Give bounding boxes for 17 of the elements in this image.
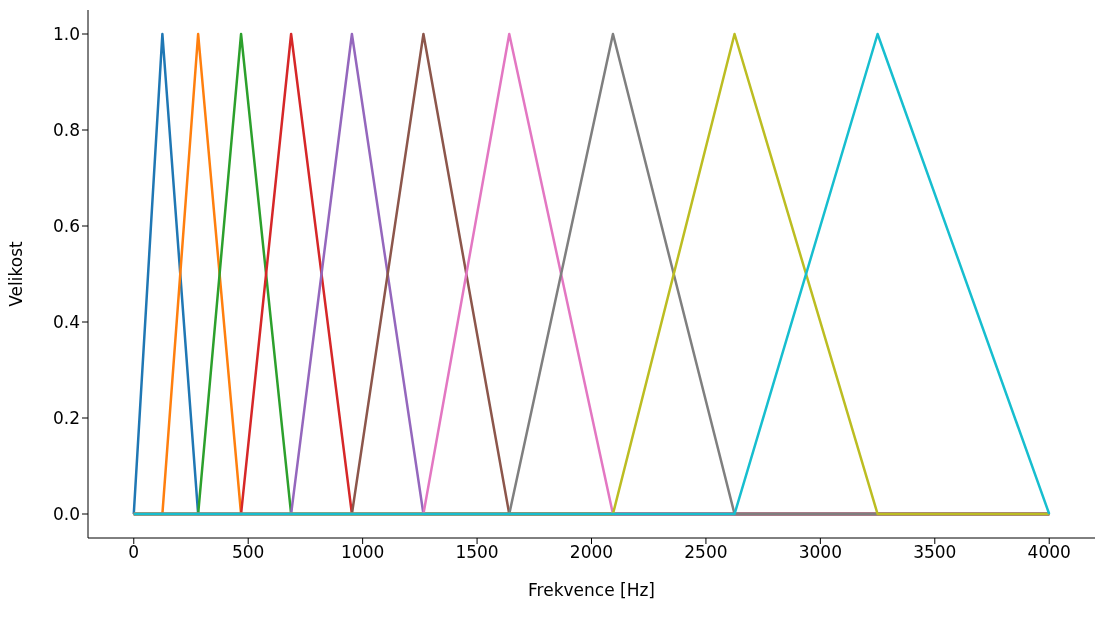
x-tick-label: 2500 (684, 542, 728, 563)
x-tick-label: 500 (231, 542, 265, 563)
y-tick-label: 0.8 (52, 120, 80, 141)
x-tick-label: 0 (128, 542, 140, 563)
x-tick-label: 1500 (455, 542, 499, 563)
y-tick-label: 1.0 (52, 24, 80, 45)
x-tick-label: 3000 (798, 542, 842, 563)
x-tick-label: 2000 (569, 542, 614, 563)
y-tick-label: 0.6 (52, 216, 80, 237)
x-axis-title: Frekvence [Hz] (528, 580, 655, 600)
x-tick-label: 3500 (913, 542, 957, 563)
y-tick-label: 0.0 (52, 504, 80, 525)
y-axis-title: Velikost (6, 240, 27, 307)
x-tick-label: 1000 (341, 542, 385, 563)
x-tick-label: 4000 (1027, 542, 1071, 563)
y-tick-label: 0.2 (52, 408, 80, 429)
y-tick-label: 0.4 (52, 312, 80, 333)
